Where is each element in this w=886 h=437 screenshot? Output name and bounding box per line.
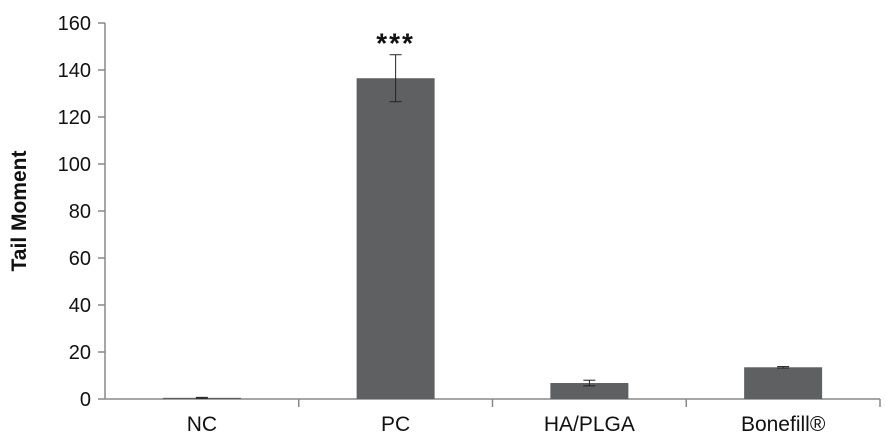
y-tick-label: 120 bbox=[58, 107, 91, 129]
x-category-label: HA/PLGA bbox=[544, 413, 635, 436]
y-tick-label: 160 bbox=[58, 13, 91, 35]
bar-bonefill bbox=[744, 367, 823, 399]
y-tick-label: 20 bbox=[69, 342, 91, 364]
significance-annotation: *** bbox=[376, 28, 415, 59]
labels: 0 20 40 60 80 100 120 140 160 NC PC HA/PLGA Bonefill… bbox=[58, 13, 826, 436]
y-tick-label: 100 bbox=[58, 154, 91, 176]
bars bbox=[162, 54, 823, 399]
x-category-label: PC bbox=[381, 413, 410, 436]
bar-pc bbox=[356, 78, 435, 399]
x-category-label: NC bbox=[187, 413, 217, 436]
y-tick-label: 40 bbox=[69, 295, 91, 317]
bar-haplga bbox=[550, 383, 629, 399]
x-category-label: Bonefill® bbox=[741, 413, 826, 436]
y-axis-title: Tail Moment bbox=[8, 151, 31, 272]
y-tick-label: 60 bbox=[69, 248, 91, 270]
y-tick-label: 80 bbox=[69, 201, 91, 223]
y-tick-label: 140 bbox=[58, 60, 91, 82]
axes bbox=[98, 22, 881, 407]
y-tick-label: 0 bbox=[80, 389, 91, 411]
